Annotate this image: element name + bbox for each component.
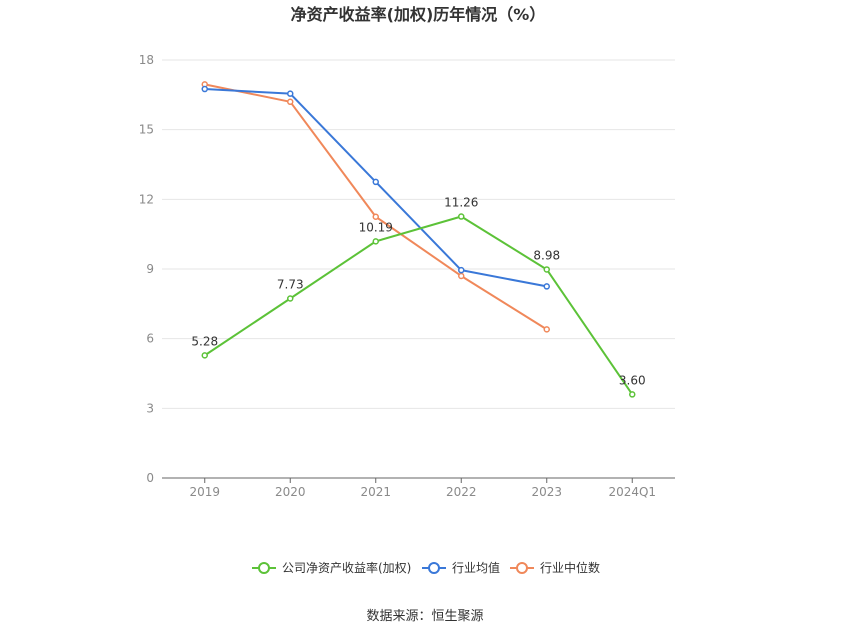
legend-item-1[interactable]: 行业均值 bbox=[422, 560, 500, 575]
data-label: 11.26 bbox=[444, 196, 478, 210]
data-point bbox=[287, 295, 294, 302]
y-tick-label: 15 bbox=[139, 123, 154, 137]
y-tick-label: 18 bbox=[139, 53, 154, 67]
data-point bbox=[543, 326, 550, 333]
y-tick-label: 12 bbox=[139, 192, 154, 206]
y-tick-label: 6 bbox=[146, 332, 154, 346]
y-axis: 0 3 6 9 12 15 18 bbox=[139, 53, 154, 485]
data-point bbox=[201, 352, 208, 359]
x-axis: 2019 2020 2021 2022 2023 2024Q1 bbox=[162, 477, 675, 499]
legend-label: 行业均值 bbox=[452, 560, 500, 575]
data-label: 3.60 bbox=[619, 373, 646, 387]
data-label: 5.28 bbox=[191, 334, 218, 348]
data-point bbox=[458, 272, 465, 280]
series-0: 5.28 7.73 10.19 11.26 8.98 3.60 bbox=[191, 196, 646, 398]
legend-marker bbox=[516, 562, 528, 574]
data-point bbox=[458, 213, 465, 220]
legend-marker bbox=[258, 562, 270, 574]
y-tick-label: 3 bbox=[146, 401, 154, 415]
chart-title: 净资产收益率(加权)历年情况（%） bbox=[291, 5, 546, 24]
legend-label: 公司净资产收益率(加权) bbox=[282, 560, 411, 575]
legend-label: 行业中位数 bbox=[540, 560, 600, 575]
data-point bbox=[372, 213, 379, 220]
data-source: 数据来源：恒生聚源 bbox=[366, 609, 483, 624]
x-tick-label: 2019 bbox=[189, 485, 220, 499]
series-line bbox=[204, 215, 634, 395]
x-tick-label: 2021 bbox=[360, 485, 391, 499]
data-point bbox=[287, 98, 294, 106]
data-point bbox=[372, 178, 379, 186]
series-1 bbox=[201, 85, 550, 290]
legend-item-2[interactable]: 行业中位数 bbox=[510, 560, 600, 575]
y-tick-label: 0 bbox=[146, 471, 154, 485]
data-point bbox=[201, 85, 208, 93]
data-label: 8.98 bbox=[533, 248, 560, 262]
x-tick-label: 2023 bbox=[531, 485, 562, 499]
data-point bbox=[458, 266, 465, 274]
x-tick-label: 2022 bbox=[446, 485, 477, 499]
series-2 bbox=[201, 81, 550, 333]
series-group: 5.28 7.73 10.19 11.26 8.98 3.60 bbox=[191, 81, 646, 398]
series-line bbox=[204, 83, 548, 331]
x-tick-label: 2020 bbox=[275, 485, 306, 499]
legend-marker bbox=[428, 562, 440, 574]
legend: 公司净资产收益率(加权) 行业均值 行业中位数 bbox=[252, 560, 600, 575]
series-line bbox=[204, 88, 547, 288]
data-point bbox=[287, 90, 294, 97]
data-point bbox=[543, 283, 550, 290]
data-point bbox=[372, 238, 379, 245]
data-point bbox=[629, 391, 636, 398]
legend-item-0[interactable]: 公司净资产收益率(加权) bbox=[252, 560, 411, 575]
data-point bbox=[543, 266, 550, 273]
y-tick-label: 9 bbox=[146, 262, 154, 276]
x-tick-label: 2024Q1 bbox=[608, 485, 656, 499]
grid bbox=[162, 59, 675, 409]
data-label: 10.19 bbox=[359, 220, 393, 234]
data-label: 7.73 bbox=[277, 277, 304, 291]
